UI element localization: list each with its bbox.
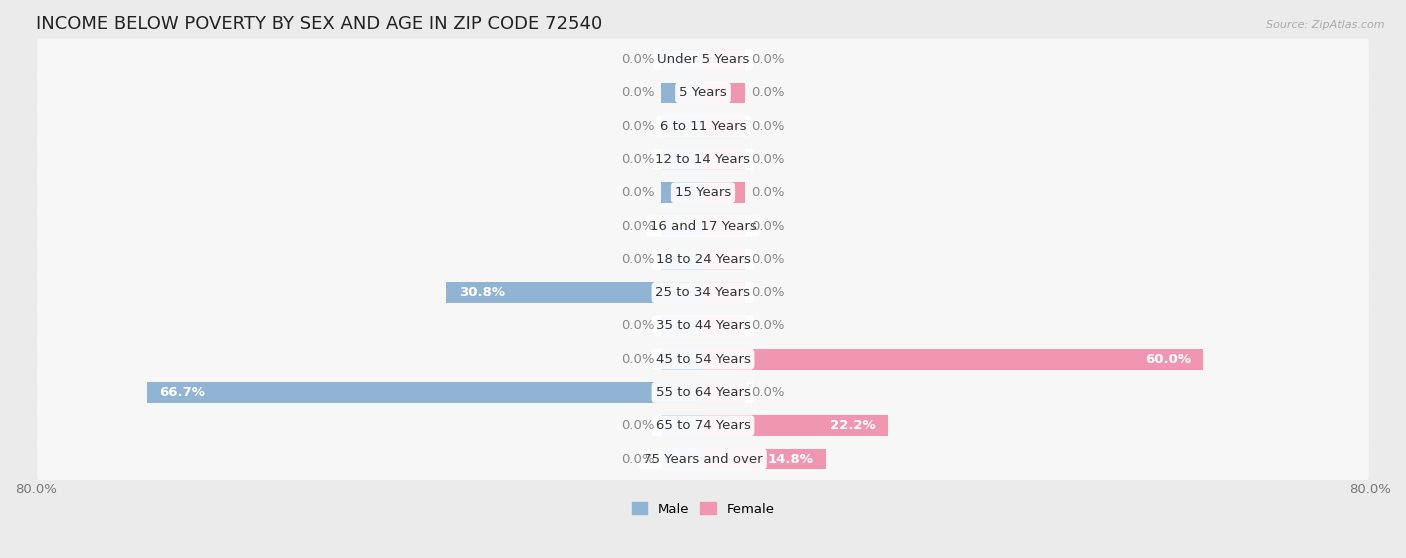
Bar bbox=[703, 149, 745, 170]
FancyBboxPatch shape bbox=[37, 238, 1369, 280]
Bar bbox=[661, 149, 703, 170]
Text: 0.0%: 0.0% bbox=[751, 86, 785, 99]
Bar bbox=[703, 349, 1204, 369]
Text: 0.0%: 0.0% bbox=[621, 86, 655, 99]
Bar bbox=[703, 116, 745, 137]
FancyBboxPatch shape bbox=[37, 138, 1369, 180]
FancyBboxPatch shape bbox=[37, 72, 1369, 114]
Bar bbox=[703, 282, 745, 303]
Text: 14.8%: 14.8% bbox=[768, 453, 814, 465]
Text: 75 Years and over: 75 Years and over bbox=[643, 453, 763, 465]
Bar bbox=[661, 83, 703, 103]
Bar bbox=[703, 382, 745, 403]
Text: 16 and 17 Years: 16 and 17 Years bbox=[650, 219, 756, 233]
Text: 0.0%: 0.0% bbox=[751, 219, 785, 233]
Text: 0.0%: 0.0% bbox=[751, 119, 785, 133]
FancyBboxPatch shape bbox=[37, 272, 1369, 314]
Text: 22.2%: 22.2% bbox=[830, 419, 876, 432]
Text: 0.0%: 0.0% bbox=[751, 319, 785, 333]
Bar bbox=[661, 316, 703, 336]
Bar bbox=[703, 249, 745, 270]
Text: 0.0%: 0.0% bbox=[621, 453, 655, 465]
Text: 0.0%: 0.0% bbox=[751, 286, 785, 299]
Bar bbox=[703, 83, 745, 103]
Text: 25 to 34 Years: 25 to 34 Years bbox=[655, 286, 751, 299]
FancyBboxPatch shape bbox=[37, 105, 1369, 147]
Text: 65 to 74 Years: 65 to 74 Years bbox=[655, 419, 751, 432]
Text: 0.0%: 0.0% bbox=[751, 186, 785, 199]
Bar bbox=[661, 116, 703, 137]
Text: 30.8%: 30.8% bbox=[458, 286, 505, 299]
Text: INCOME BELOW POVERTY BY SEX AND AGE IN ZIP CODE 72540: INCOME BELOW POVERTY BY SEX AND AGE IN Z… bbox=[37, 15, 602, 33]
Bar bbox=[703, 416, 889, 436]
Text: 0.0%: 0.0% bbox=[751, 386, 785, 399]
Text: Source: ZipAtlas.com: Source: ZipAtlas.com bbox=[1267, 20, 1385, 30]
Text: 0.0%: 0.0% bbox=[621, 253, 655, 266]
Legend: Male, Female: Male, Female bbox=[626, 497, 780, 521]
Bar bbox=[703, 182, 745, 203]
Bar bbox=[146, 382, 703, 403]
FancyBboxPatch shape bbox=[37, 405, 1369, 447]
Text: 6 to 11 Years: 6 to 11 Years bbox=[659, 119, 747, 133]
FancyBboxPatch shape bbox=[37, 372, 1369, 413]
Text: 0.0%: 0.0% bbox=[751, 53, 785, 66]
Text: 0.0%: 0.0% bbox=[621, 53, 655, 66]
Bar bbox=[661, 349, 703, 369]
Text: 0.0%: 0.0% bbox=[621, 319, 655, 333]
Text: 45 to 54 Years: 45 to 54 Years bbox=[655, 353, 751, 365]
Text: 35 to 44 Years: 35 to 44 Years bbox=[655, 319, 751, 333]
Text: 0.0%: 0.0% bbox=[621, 119, 655, 133]
Text: 0.0%: 0.0% bbox=[621, 153, 655, 166]
Bar bbox=[703, 316, 745, 336]
Bar bbox=[661, 249, 703, 270]
Bar bbox=[703, 449, 827, 469]
Text: 5 Years: 5 Years bbox=[679, 86, 727, 99]
Bar bbox=[661, 416, 703, 436]
Text: 66.7%: 66.7% bbox=[159, 386, 205, 399]
Bar bbox=[446, 282, 703, 303]
Text: 0.0%: 0.0% bbox=[621, 419, 655, 432]
Bar bbox=[661, 49, 703, 70]
Text: 0.0%: 0.0% bbox=[621, 353, 655, 365]
Bar bbox=[703, 216, 745, 237]
FancyBboxPatch shape bbox=[37, 172, 1369, 214]
Bar bbox=[661, 449, 703, 469]
FancyBboxPatch shape bbox=[37, 39, 1369, 80]
Text: 0.0%: 0.0% bbox=[751, 253, 785, 266]
Text: Under 5 Years: Under 5 Years bbox=[657, 53, 749, 66]
Bar bbox=[703, 49, 745, 70]
Text: 0.0%: 0.0% bbox=[751, 153, 785, 166]
FancyBboxPatch shape bbox=[37, 305, 1369, 347]
FancyBboxPatch shape bbox=[37, 338, 1369, 380]
Bar bbox=[661, 216, 703, 237]
FancyBboxPatch shape bbox=[37, 438, 1369, 480]
Text: 15 Years: 15 Years bbox=[675, 186, 731, 199]
Text: 12 to 14 Years: 12 to 14 Years bbox=[655, 153, 751, 166]
Bar bbox=[661, 182, 703, 203]
Text: 18 to 24 Years: 18 to 24 Years bbox=[655, 253, 751, 266]
Text: 55 to 64 Years: 55 to 64 Years bbox=[655, 386, 751, 399]
Text: 0.0%: 0.0% bbox=[621, 219, 655, 233]
Text: 60.0%: 60.0% bbox=[1144, 353, 1191, 365]
Text: 0.0%: 0.0% bbox=[621, 186, 655, 199]
FancyBboxPatch shape bbox=[37, 205, 1369, 247]
